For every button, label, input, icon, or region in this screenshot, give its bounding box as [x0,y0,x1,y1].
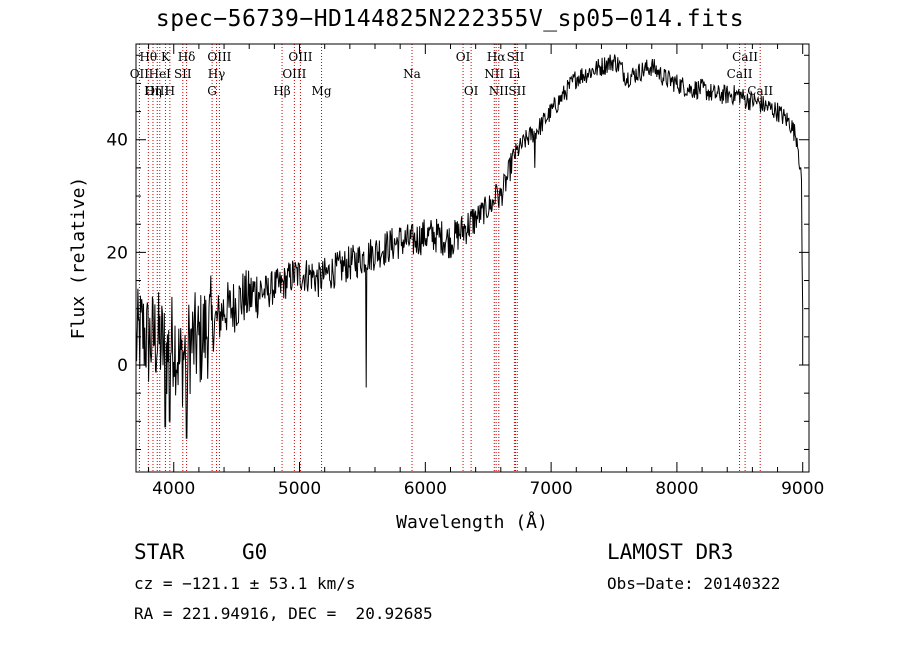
spectral-line-label: SII [508,84,526,98]
y-axis-label: Flux (relative) [68,177,89,340]
observation-date: Obs−Date: 20140322 [607,574,781,593]
plot-frame [135,43,810,473]
x-tick-label: 8000 [655,479,698,499]
spectral-line-label: Na [403,67,421,81]
spectral-line-label: Mg [312,84,332,98]
spectral-line-label: OII [130,67,150,81]
spectral-line-label: SII [507,50,525,64]
spectral-line-label: Hη [144,84,162,98]
x-tick-label: 9000 [781,479,824,499]
subclass: G0 [242,540,268,564]
spectral-line-label: OIII [207,50,231,64]
spectral-line-label: OIII [145,84,169,98]
survey-name: LAMOST DR3 [607,540,734,564]
spectral-line-label: H [165,84,175,98]
spectral-line-markers [138,44,761,472]
x-axis: 4000 5000 6000 7000 8000 9000 [148,44,824,499]
chart-title: spec−56739−HD144825N222355V_sp05−014.fit… [155,6,745,32]
object-type: STAR [134,540,185,564]
spectral-line-label: CaII [732,50,758,64]
spectral-line-label: G [207,84,217,98]
spectral-line-label: Hγ [208,67,226,81]
x-axis-label: Wavelength (Å) [396,511,548,533]
redshift-value: cz = −121.1 ± 53.1 km/s [134,574,356,593]
spectral-line-label: Hα [487,50,506,64]
spectral-line-label: OI [456,50,471,64]
spectral-line-label: NII [484,67,504,81]
x-tick-label: 4000 [152,479,195,499]
spectral-line-label: SII [174,67,192,81]
y-tick-label: 40 [106,131,128,151]
spectral-line-label: OI [464,84,479,98]
x-tick-label: 6000 [404,479,447,499]
y-tick-label: 0 [117,356,128,376]
spectral-line-label: NII [489,84,509,98]
y-tick-label: 20 [106,243,128,263]
x-tick-label: 5000 [278,479,321,499]
spectrum-series-line [135,54,804,439]
spectral-line-label: K [161,50,171,64]
spectral-line-label: Hδ [178,50,196,64]
spectral-line-label: Li [508,67,520,81]
spectral-line-label: Hβ [273,84,290,98]
y-axis: 0 20 40 [106,54,809,450]
spectral-line-label: Hθ [139,50,157,64]
spectral-line-label: OIII [288,50,312,64]
spectral-line-label: CaII [727,67,753,81]
spectral-line-label: OIII [282,67,306,81]
coordinates: RA = 221.94916, DEC = 20.92685 [134,604,433,623]
x-tick-label: 7000 [529,479,572,499]
spectral-line-label: HeI [149,67,172,81]
